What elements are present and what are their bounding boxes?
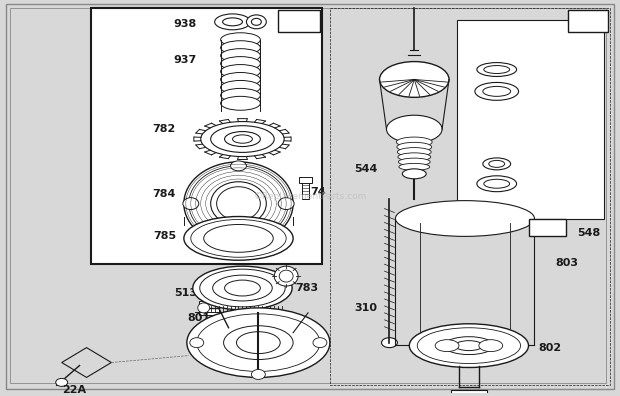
Text: 544: 544 <box>354 164 378 174</box>
Text: 782: 782 <box>153 124 176 134</box>
Ellipse shape <box>197 314 320 371</box>
Ellipse shape <box>211 182 267 225</box>
Text: 309: 309 <box>577 16 600 26</box>
Ellipse shape <box>224 326 293 360</box>
Ellipse shape <box>402 169 426 179</box>
Ellipse shape <box>251 18 262 25</box>
Text: 802: 802 <box>538 343 562 352</box>
Text: 310: 310 <box>355 303 378 313</box>
Ellipse shape <box>483 158 511 170</box>
Ellipse shape <box>274 266 298 286</box>
Ellipse shape <box>484 179 510 188</box>
Bar <box>457 20 604 219</box>
Ellipse shape <box>386 115 442 143</box>
Ellipse shape <box>184 217 293 260</box>
Ellipse shape <box>193 266 292 310</box>
Ellipse shape <box>444 337 494 354</box>
Ellipse shape <box>417 328 521 364</box>
Bar <box>299 177 312 183</box>
Ellipse shape <box>313 338 327 348</box>
Ellipse shape <box>479 340 503 352</box>
Text: 510: 510 <box>288 16 311 26</box>
Ellipse shape <box>475 82 518 100</box>
Ellipse shape <box>251 369 265 379</box>
Text: 22A: 22A <box>62 385 86 395</box>
Ellipse shape <box>483 86 511 96</box>
Text: 513: 513 <box>174 288 197 298</box>
Ellipse shape <box>221 57 260 70</box>
Bar <box>92 8 322 264</box>
Ellipse shape <box>477 176 516 192</box>
Ellipse shape <box>399 158 430 166</box>
Ellipse shape <box>484 66 510 74</box>
Ellipse shape <box>409 324 528 367</box>
Ellipse shape <box>221 72 260 86</box>
Ellipse shape <box>397 148 431 156</box>
Ellipse shape <box>221 49 260 63</box>
Ellipse shape <box>246 15 267 29</box>
Polygon shape <box>62 348 112 377</box>
Text: 548: 548 <box>536 223 559 232</box>
Bar <box>199 301 219 315</box>
Ellipse shape <box>215 14 250 30</box>
Text: 784: 784 <box>153 188 176 199</box>
Bar <box>569 10 608 32</box>
Bar <box>528 219 566 236</box>
Text: 74: 74 <box>310 187 326 197</box>
Ellipse shape <box>455 341 483 350</box>
Ellipse shape <box>435 340 459 352</box>
Ellipse shape <box>381 338 397 348</box>
Ellipse shape <box>399 164 430 170</box>
Ellipse shape <box>198 303 210 313</box>
Ellipse shape <box>221 80 260 94</box>
Text: 937: 937 <box>174 55 197 65</box>
Text: 801: 801 <box>188 313 211 323</box>
Text: 938: 938 <box>174 19 197 29</box>
Ellipse shape <box>231 161 246 171</box>
Ellipse shape <box>221 33 260 47</box>
Text: ©ReplacementParts.com: ©ReplacementParts.com <box>254 192 366 201</box>
Ellipse shape <box>200 269 285 307</box>
Ellipse shape <box>221 96 260 110</box>
Ellipse shape <box>201 122 284 156</box>
Ellipse shape <box>184 162 293 246</box>
Ellipse shape <box>397 142 432 152</box>
Ellipse shape <box>211 126 274 152</box>
Ellipse shape <box>224 280 260 296</box>
Ellipse shape <box>477 63 516 76</box>
Bar <box>451 390 487 396</box>
Ellipse shape <box>189 166 288 241</box>
Ellipse shape <box>56 379 68 386</box>
Ellipse shape <box>278 198 294 209</box>
Bar <box>302 181 309 199</box>
Ellipse shape <box>398 153 431 161</box>
Ellipse shape <box>223 18 242 26</box>
Ellipse shape <box>437 340 493 356</box>
Ellipse shape <box>221 65 260 78</box>
Ellipse shape <box>191 219 286 257</box>
Ellipse shape <box>279 270 293 282</box>
Ellipse shape <box>489 160 505 168</box>
Ellipse shape <box>204 225 273 252</box>
Text: 783: 783 <box>295 283 318 293</box>
Ellipse shape <box>396 137 432 147</box>
Ellipse shape <box>190 338 204 348</box>
Ellipse shape <box>236 332 280 354</box>
Ellipse shape <box>213 275 272 301</box>
Ellipse shape <box>396 201 534 236</box>
Text: 785: 785 <box>153 231 176 242</box>
Ellipse shape <box>221 88 260 102</box>
Ellipse shape <box>379 62 449 97</box>
Text: 548: 548 <box>577 228 600 238</box>
Bar <box>278 10 320 32</box>
Ellipse shape <box>187 308 330 377</box>
Ellipse shape <box>221 41 260 55</box>
Ellipse shape <box>216 187 260 221</box>
Ellipse shape <box>183 198 199 209</box>
Text: 803: 803 <box>556 258 578 268</box>
Ellipse shape <box>232 135 252 143</box>
Ellipse shape <box>224 131 260 147</box>
